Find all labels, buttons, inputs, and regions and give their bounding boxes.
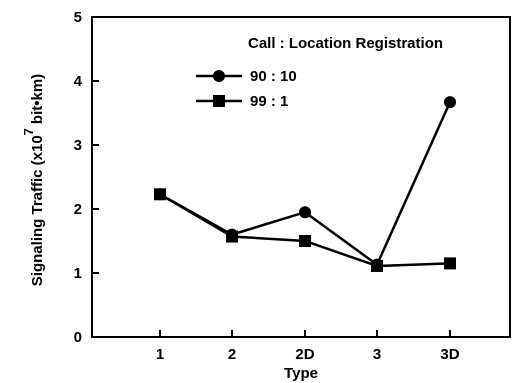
- legend-marker-square: [213, 95, 225, 107]
- x-axis: 1 2 2D 3 3D: [156, 330, 460, 363]
- y-tick-label: 5: [74, 9, 82, 26]
- x-tick-label: 3D: [440, 346, 459, 363]
- legend-title: Call : Location Registration: [248, 35, 443, 52]
- x-tick-label: 2D: [295, 346, 314, 363]
- y-axis-title-exponent: 7: [21, 128, 36, 135]
- y-tick-label: 3: [74, 137, 82, 154]
- plot-frame: [91, 16, 511, 338]
- x-tick-label: 1: [156, 346, 164, 363]
- y-axis-title: Signaling Traffic (x107 bit•km): [21, 74, 46, 286]
- y-axis-title-unit: bit•km): [29, 74, 46, 124]
- data-point-square: [299, 235, 311, 247]
- y-axis: 0 1 2 3 4 5: [74, 9, 99, 346]
- x-tick-label: 2: [228, 346, 236, 363]
- x-tick-label: 3: [373, 346, 381, 363]
- y-tick-label: 0: [74, 329, 82, 346]
- series-markers: [154, 96, 456, 272]
- legend: Call : Location Registration 90 : 10 99 …: [196, 35, 443, 110]
- y-axis-title-text: Signaling Traffic (x107 bit•km): [21, 74, 46, 286]
- data-point-circle: [299, 206, 311, 219]
- legend-marker-circle: [213, 70, 225, 82]
- y-tick-label: 2: [74, 201, 82, 218]
- legend-label-1: 90 : 10: [250, 68, 297, 85]
- x-axis-title: Type: [284, 365, 318, 382]
- data-point-square: [226, 230, 238, 243]
- data-point-circle: [444, 96, 456, 109]
- y-tick-label: 1: [74, 265, 82, 282]
- legend-label-2: 99 : 1: [250, 93, 288, 110]
- data-point-square: [444, 257, 456, 270]
- data-point-square: [154, 188, 166, 201]
- y-tick-label: 4: [74, 73, 83, 90]
- y-axis-title-main: Signaling Traffic (x10: [29, 135, 46, 286]
- series-line-2: [159, 193, 451, 268]
- data-point-square: [371, 259, 383, 272]
